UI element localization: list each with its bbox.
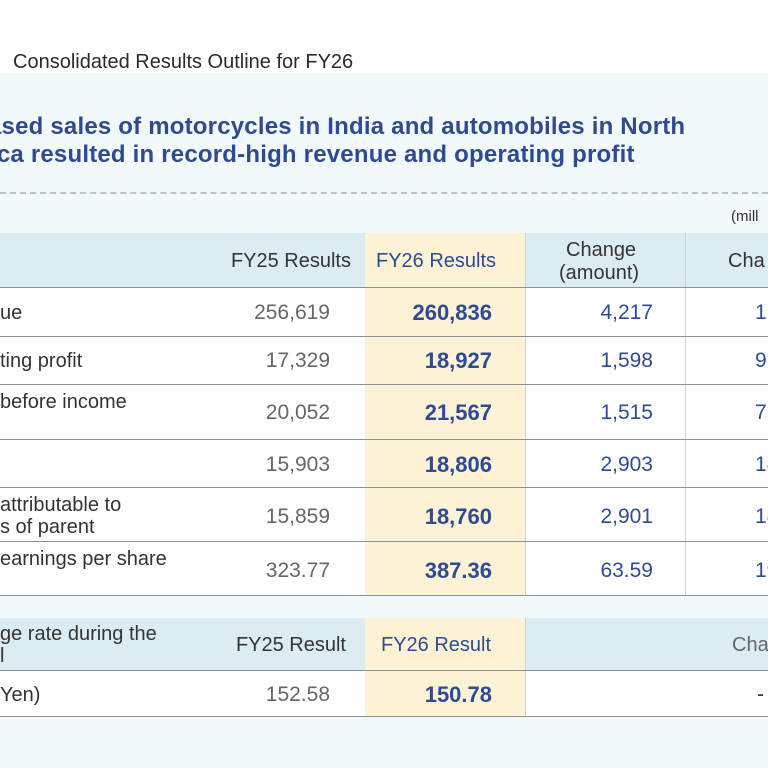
change-pct: 18	[755, 505, 768, 528]
change-amount: 63.59	[600, 559, 653, 582]
change-value: -	[757, 683, 764, 706]
fy26-value: 18,760	[424, 504, 492, 529]
row-divider	[0, 541, 768, 542]
headline-line-1: ased sales of motorcycles in India and a…	[0, 113, 686, 140]
row-divider	[0, 595, 768, 596]
header-fy25-results: FY25 Results	[230, 250, 351, 272]
fy26-value: 21,567	[424, 400, 492, 425]
change-amount: 2,903	[600, 453, 653, 476]
row-divider	[0, 487, 768, 488]
fy25-value: 323.77	[265, 559, 330, 582]
row-divider	[0, 336, 768, 337]
row-label: earnings per share	[0, 548, 167, 570]
table2-header-label-2: l	[0, 645, 5, 667]
dashed-divider	[0, 192, 768, 194]
row-divider	[0, 439, 768, 440]
change-amount: 1,598	[600, 349, 653, 372]
fy26-value: 18,927	[424, 348, 492, 373]
table2-header-label-1: ge rate during the	[0, 623, 157, 645]
change-amount: 4,217	[600, 301, 653, 324]
row-label: attributable to	[0, 494, 122, 516]
row-divider	[0, 670, 768, 671]
change-pct: 1	[755, 301, 767, 324]
row-divider	[0, 287, 768, 288]
column-divider	[525, 233, 526, 595]
fy25-value: 152.58	[265, 683, 330, 706]
fy25-value: 15,859	[265, 505, 330, 528]
fy25-value: 17,329	[265, 349, 330, 372]
fy26-highlight-column	[365, 233, 525, 595]
change-pct: 19	[755, 559, 768, 582]
fy26-value: 387.36	[424, 558, 492, 583]
header-change-line-1: Change	[566, 239, 637, 261]
change-amount: 1,515	[600, 401, 653, 424]
row-label: s of parent	[0, 516, 95, 538]
header-fy25-result: FY25 Result	[235, 634, 346, 656]
fy26-value: 260,836	[412, 300, 492, 325]
fy25-value: 20,052	[265, 401, 330, 424]
unit-note: (mill	[731, 208, 759, 225]
change-pct: 18	[755, 453, 768, 476]
headline-line-2: ica resulted in record-high revenue and …	[0, 141, 635, 168]
change-amount: 2,901	[600, 505, 653, 528]
header-change: Cha	[732, 634, 768, 656]
header-fy26-result: FY26 Result	[381, 634, 492, 656]
row-divider	[0, 716, 768, 717]
header-fy26-results: FY26 Results	[376, 250, 497, 272]
row-label: ting profit	[0, 350, 83, 372]
header-change-line-2: (amount)	[559, 262, 640, 284]
column-divider	[685, 233, 686, 595]
document-title: Consolidated Results Outline for FY26	[13, 51, 354, 73]
column-divider	[525, 618, 526, 716]
fy25-value: 256,619	[254, 301, 330, 324]
row-divider	[0, 384, 768, 385]
fy25-value: 15,903	[265, 453, 330, 476]
row-label: Yen)	[0, 684, 41, 706]
row-label: before income	[0, 391, 127, 413]
header-change-pct: Cha	[728, 250, 765, 272]
row-label: ue	[0, 302, 23, 324]
fy26-highlight-column	[365, 618, 525, 716]
fy26-value: 150.78	[424, 682, 492, 707]
change-pct: 9	[755, 349, 767, 372]
change-pct: 7	[755, 401, 767, 424]
fy26-value: 18,806	[424, 452, 492, 477]
